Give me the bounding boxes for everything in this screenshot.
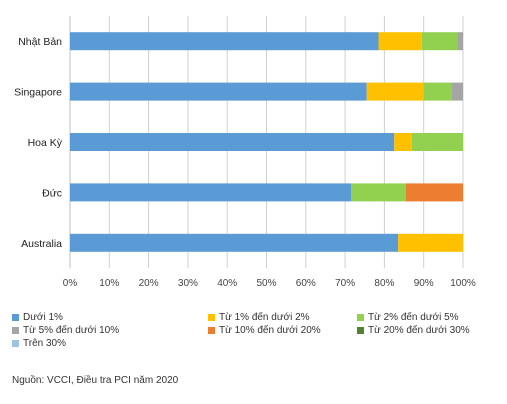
category-labels: Nhật Bản Singapore Hoa Kỳ Đức Australia bbox=[14, 36, 63, 250]
bar-segment bbox=[394, 133, 412, 151]
legend-swatch bbox=[357, 327, 364, 334]
category-label: Singapore bbox=[14, 87, 62, 99]
legend-swatch bbox=[357, 314, 364, 321]
legend-swatch bbox=[208, 327, 215, 334]
source-note: Nguồn: VCCI, Điều tra PCI năm 2020 bbox=[12, 375, 179, 386]
legend-swatch bbox=[12, 327, 19, 334]
x-tick-label: 70% bbox=[335, 278, 355, 289]
bar-segment bbox=[378, 32, 422, 51]
category-label: Đức bbox=[42, 187, 62, 199]
legend-label: Dưới 1% bbox=[23, 312, 63, 323]
bar-segment bbox=[411, 133, 463, 151]
x-tick-label: 50% bbox=[256, 278, 276, 289]
category-label: Nhật Bản bbox=[18, 36, 62, 48]
legend-label: Trên 30% bbox=[23, 338, 66, 349]
bar-segment bbox=[406, 183, 463, 202]
bar-segment bbox=[70, 133, 395, 151]
legend-label: Từ 10% đến dưới 20% bbox=[219, 325, 321, 336]
legend-label: Từ 5% đến dưới 10% bbox=[23, 325, 120, 336]
category-label: Australia bbox=[21, 238, 62, 250]
x-tick-label: 30% bbox=[178, 278, 198, 289]
legend-swatch bbox=[208, 314, 215, 321]
legend-label: Từ 1% đến dưới 2% bbox=[219, 312, 310, 323]
x-tick-label: 10% bbox=[99, 278, 119, 289]
x-tick-label: 90% bbox=[414, 278, 434, 289]
bar-segment bbox=[421, 32, 458, 51]
legend-item: Từ 1% đến dưới 2% bbox=[208, 312, 310, 323]
bar-segment bbox=[70, 183, 351, 202]
bar-segment bbox=[366, 82, 424, 101]
legend-item: Từ 10% đến dưới 20% bbox=[208, 325, 321, 336]
legend-item: Từ 5% đến dưới 10% bbox=[12, 325, 119, 336]
legend-swatch bbox=[12, 314, 19, 321]
x-tick-label: 60% bbox=[296, 278, 316, 289]
bar-segment bbox=[398, 233, 463, 252]
legend-swatch bbox=[12, 340, 19, 347]
legend-label: Từ 2% đến dưới 5% bbox=[368, 312, 459, 323]
bar-segment bbox=[350, 183, 407, 202]
x-tick-label: 80% bbox=[374, 278, 394, 289]
bar-segment bbox=[457, 32, 463, 51]
legend-item: Từ 2% đến dưới 5% bbox=[357, 312, 459, 323]
stacked-bar-chart: Nhật Bản Singapore Hoa Kỳ Đức Australia 0% 10… bbox=[14, 16, 476, 289]
bars bbox=[70, 32, 463, 252]
legend-item: Trên 30% bbox=[12, 338, 66, 349]
x-tick-label: 20% bbox=[139, 278, 159, 289]
category-label: Hoa Kỳ bbox=[28, 137, 63, 149]
x-tick-label: 40% bbox=[217, 278, 237, 289]
bar-segment bbox=[70, 82, 367, 101]
legend-item: Từ 20% đến dưới 30% bbox=[357, 325, 470, 336]
bar-segment bbox=[70, 233, 399, 252]
legend-label: Từ 20% đến dưới 30% bbox=[368, 325, 470, 336]
bar-segment bbox=[70, 32, 379, 51]
x-tick-label: 0% bbox=[63, 278, 78, 289]
x-tick-labels: 0% 10% 20% 30% 40% 50% 60% 70% 80% 90% 100% bbox=[63, 278, 476, 289]
x-tick-label: 100% bbox=[450, 278, 476, 289]
bar-segment bbox=[451, 82, 463, 101]
legend-item: Dưới 1% bbox=[12, 312, 63, 323]
bar-segment bbox=[423, 82, 452, 101]
